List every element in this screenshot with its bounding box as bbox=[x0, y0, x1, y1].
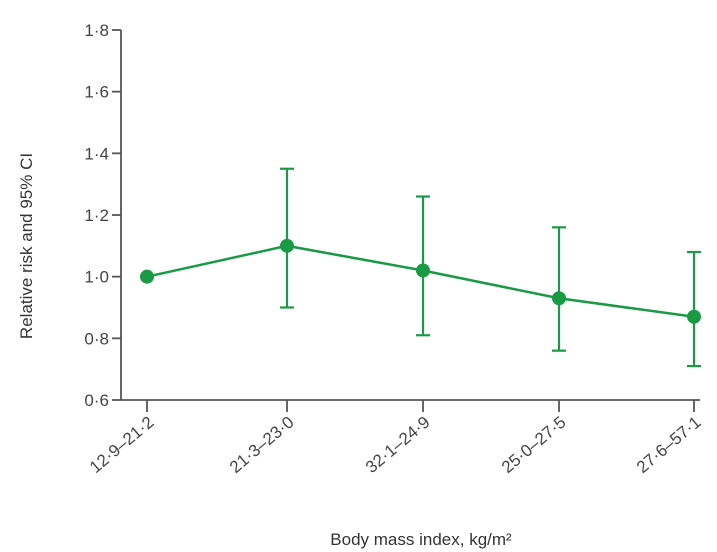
x-tick-label: 27·6–57·1 bbox=[633, 413, 705, 477]
data-point bbox=[552, 291, 566, 306]
data-point bbox=[280, 238, 294, 253]
y-axis: 0·6 0·8 1·0 1·2 1·4 1·6 1·8 bbox=[84, 21, 122, 410]
x-axis: 12·9–21·2 21·3–23·0 32·1–24·9 25·0–27·5 27·6… bbox=[86, 399, 705, 477]
y-tick-label: 1·2 bbox=[84, 206, 109, 225]
y-tick-label: 1·0 bbox=[84, 268, 109, 287]
y-tick-label: 0·8 bbox=[84, 329, 109, 348]
series-line bbox=[146, 244, 695, 318]
x-tick-label: 32·1–24·9 bbox=[362, 413, 434, 477]
y-tick-label: 1·6 bbox=[84, 83, 109, 102]
x-tick-label: 25·0–27·5 bbox=[498, 413, 570, 477]
x-tick-label: 12·9–21·2 bbox=[86, 413, 158, 477]
x-tick-label: 21·3–23·0 bbox=[226, 413, 298, 477]
y-tick-label: 1·4 bbox=[84, 144, 109, 163]
series-layer bbox=[140, 167, 701, 368]
data-point bbox=[687, 309, 701, 324]
y-tick-label: 0·6 bbox=[84, 391, 109, 410]
data-point bbox=[140, 269, 154, 284]
data-point bbox=[416, 263, 430, 278]
y-tick-label: 1·8 bbox=[84, 21, 109, 40]
x-axis-title: Body mass index, kg/m² bbox=[330, 530, 512, 549]
y-axis-title: Relative risk and 95% CI bbox=[17, 153, 36, 339]
